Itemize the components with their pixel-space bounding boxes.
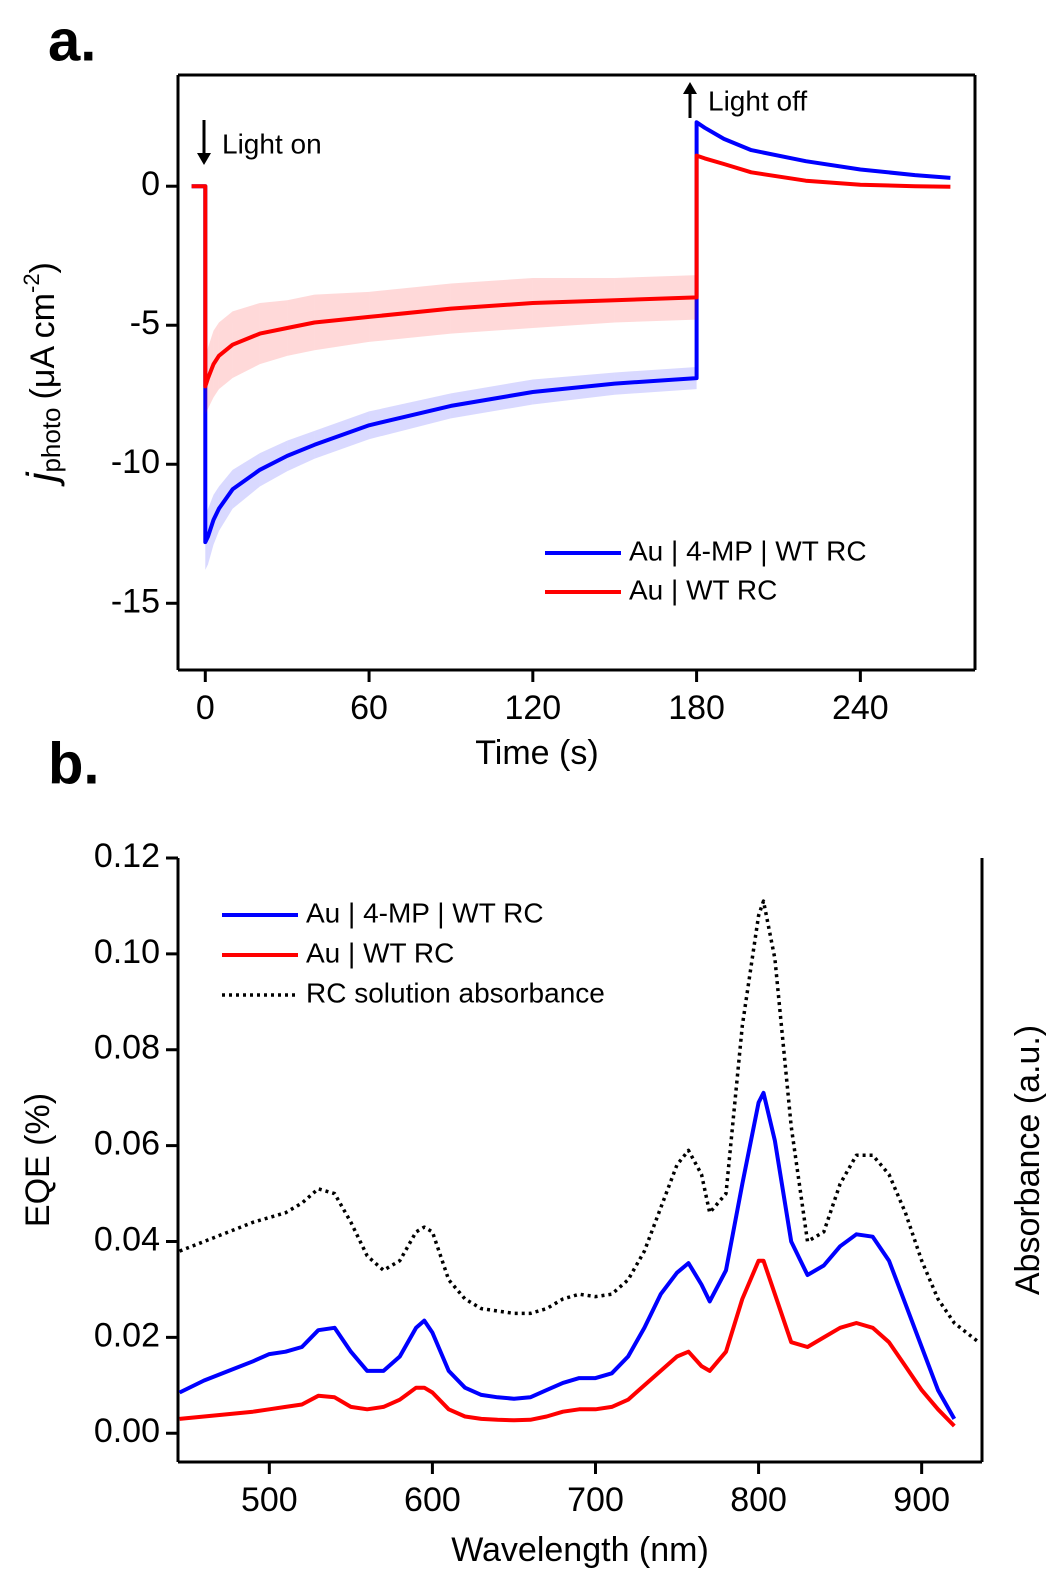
y-axis-label: EQE (%) [19, 1093, 57, 1227]
x-tick-label: 180 [668, 689, 725, 727]
x-tick-label: 900 [893, 1481, 950, 1519]
y-tick-label: 0.02 [94, 1316, 160, 1354]
x-tick-label: 500 [241, 1481, 298, 1519]
x-tick-label: 600 [404, 1481, 461, 1519]
plot-area [178, 899, 980, 1428]
y-tick-label: 0.06 [94, 1125, 160, 1163]
y-tick-label: -15 [111, 582, 160, 620]
y-label-sup: -2 [19, 273, 44, 293]
arrow-head [683, 82, 697, 94]
series-line [179, 1258, 956, 1428]
panel-label: a. [48, 8, 96, 73]
legend-label: Au | 4-MP | WT RC [306, 897, 544, 928]
series-line [178, 1090, 957, 1420]
y-tick-label: 0.04 [94, 1220, 160, 1258]
y-tick-label: 0.12 [94, 837, 160, 875]
series-line [191, 153, 951, 389]
panel-label: b. [48, 731, 100, 796]
series-line [191, 120, 951, 545]
y2-axis-label: Absorbance (a.u.) [1009, 1025, 1047, 1295]
x-tick-label: 240 [832, 689, 889, 727]
x-tick-label: 700 [567, 1481, 624, 1519]
x-tick-label: 120 [504, 689, 561, 727]
y-tick-label: 0 [141, 165, 160, 203]
y-tick-label: -5 [130, 304, 160, 342]
y-tick-label: 0.10 [94, 933, 160, 971]
x-axis-label: Time (s) [475, 734, 598, 772]
series-line [178, 899, 980, 1344]
y-tick-label: 0.08 [94, 1029, 160, 1067]
annotation: Light on [222, 128, 322, 159]
legend-label: RC solution absorbance [306, 977, 605, 1008]
x-tick-label: 0 [196, 689, 215, 727]
y-axis-label: jphoto(μA cm-2) [18, 262, 66, 487]
legend-label: Au | 4-MP | WT RC [629, 535, 867, 566]
y-label-sub: photo [36, 407, 66, 472]
x-tick-label: 800 [730, 1481, 787, 1519]
y-label-close: ) [24, 262, 62, 273]
legend-label: Au | WT RC [629, 574, 777, 605]
x-axis-label: Wavelength (nm) [451, 1531, 709, 1569]
arrow-head [197, 153, 211, 165]
y-tick-label: 0.00 [94, 1412, 160, 1450]
x-tick-label: 60 [350, 689, 388, 727]
legend-label: Au | WT RC [306, 937, 454, 968]
annotation: Light off [708, 85, 807, 116]
y-label-unit: (μA cm [24, 293, 62, 399]
y-tick-label: -10 [111, 443, 160, 481]
plot-area [191, 120, 951, 570]
